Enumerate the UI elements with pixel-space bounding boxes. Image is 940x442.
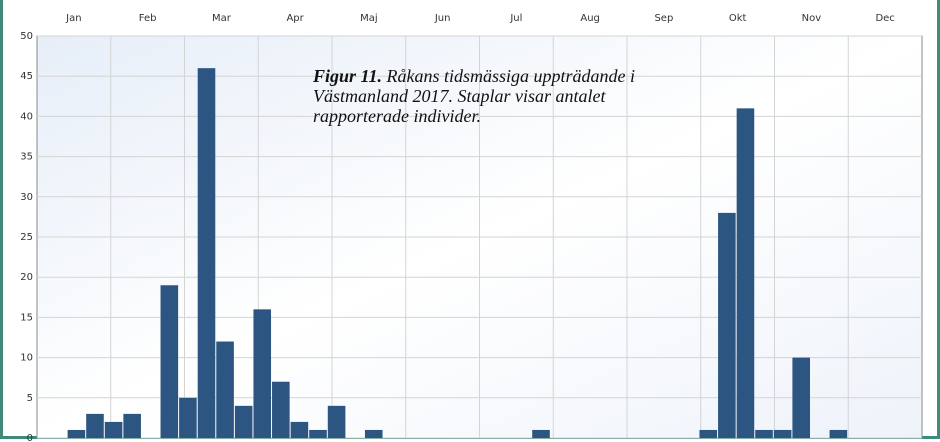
annotation-text: Råkans tidsmässiga uppträdande i Västman… [313,66,636,126]
bar [792,357,810,438]
bar [86,413,104,438]
bar [104,421,123,438]
bar [327,405,346,438]
month-label: Jun [434,13,451,24]
bar [160,285,179,438]
y-tick-label: 15 [20,312,33,323]
month-label: Maj [360,13,378,24]
y-tick-label: 35 [20,152,33,163]
bar [272,381,290,438]
y-tick-label: 25 [20,232,33,243]
month-label: Mar [212,13,232,24]
bar [123,413,141,438]
y-tick-label: 45 [20,71,33,82]
y-tick-label: 20 [20,272,33,283]
annotation: Figur 11. Råkans tidsmässiga uppträdande… [313,66,643,126]
bar [290,421,309,438]
bar [253,309,272,438]
bar [67,429,86,438]
bar [179,397,197,438]
month-label: Feb [139,13,157,24]
bar [309,429,327,438]
bar [718,212,736,438]
bar [773,429,792,438]
bar [216,341,234,438]
month-label: Apr [286,13,304,24]
month-label: Dec [875,13,894,24]
bar [364,429,383,438]
month-label: Okt [729,13,747,24]
annotation-label: Figur 11. [313,66,383,86]
y-tick-label: 50 [20,31,33,42]
month-label: Sep [654,13,673,24]
month-label: Jan [65,13,81,24]
month-label: Jul [509,13,522,24]
y-tick-label: 30 [20,192,33,203]
bar [755,429,773,438]
y-tick-label: 40 [20,111,33,122]
bar [829,429,848,438]
bar [197,68,216,438]
bar [736,108,755,439]
month-label: Aug [580,13,600,24]
y-tick-label: 10 [20,353,33,364]
y-tick-label: 5 [27,393,33,404]
bar [532,429,550,438]
month-label: Nov [802,13,822,24]
bar [699,429,718,438]
y-tick-label: 0 [27,433,33,442]
bar [234,405,253,438]
